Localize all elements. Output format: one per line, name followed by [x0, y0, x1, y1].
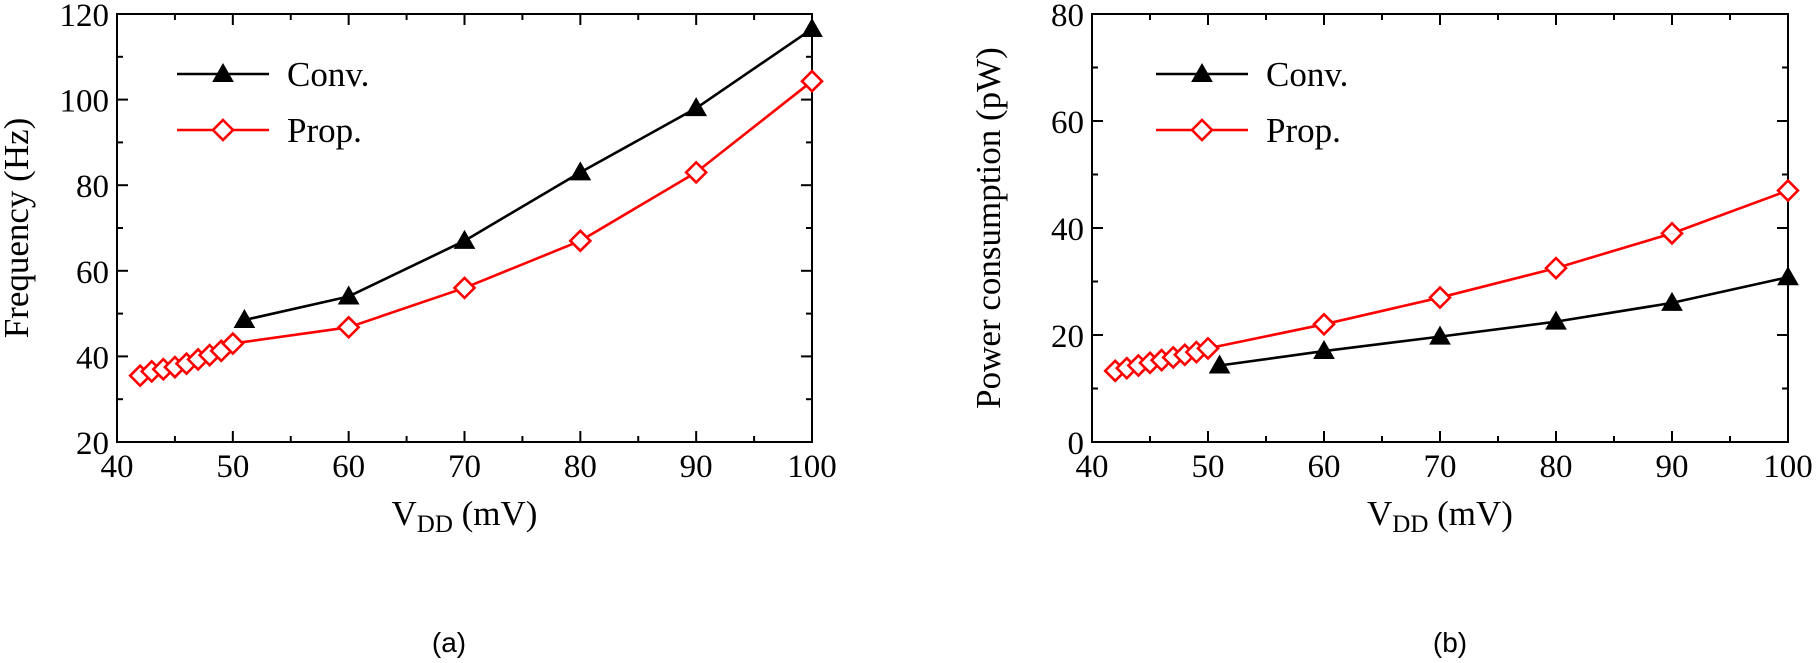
data-point	[1313, 340, 1335, 360]
data-point	[1777, 266, 1799, 286]
x-axis-label-subscript: DD	[1392, 511, 1428, 538]
series-conv	[1208, 266, 1799, 374]
legend-label: Conv.	[1266, 55, 1348, 94]
x-tick-label: 60	[332, 449, 365, 485]
legend-label: Prop.	[1266, 111, 1341, 150]
y-tick-label: 120	[60, 0, 110, 34]
data-point	[1545, 310, 1567, 330]
data-point	[801, 17, 823, 37]
y-tick-label: 20	[76, 426, 109, 462]
x-axis-label-subscript: DD	[417, 511, 453, 538]
legend-label: Conv.	[287, 55, 369, 94]
data-point	[336, 315, 361, 340]
data-point	[1208, 354, 1231, 374]
data-point	[337, 285, 360, 305]
x-tick-label: 80	[564, 449, 597, 485]
series-prop	[128, 69, 824, 388]
y-tick-label: 100	[60, 84, 110, 120]
data-point	[220, 331, 245, 356]
data-point	[1312, 312, 1336, 337]
x-tick-label: 90	[680, 449, 713, 485]
legend-marker	[1190, 118, 1214, 142]
legend-marker	[1191, 62, 1213, 82]
data-point	[233, 309, 256, 329]
data-point	[453, 229, 476, 249]
data-point	[1776, 178, 1800, 203]
series-line	[244, 27, 813, 322]
series-conv	[233, 17, 823, 329]
x-axis-label: VDD (mV)	[392, 494, 538, 538]
x-tick-label: 70	[448, 449, 481, 485]
series-prop	[1103, 178, 1800, 383]
legend-entry: Conv.	[177, 55, 369, 94]
legend-entry: Prop.	[177, 111, 362, 150]
series-line	[1219, 275, 1789, 367]
legend-entry: Conv.	[1156, 55, 1348, 94]
y-axis-label: Power consumption (pW)	[969, 47, 1008, 409]
data-point	[1428, 285, 1452, 310]
data-point	[568, 229, 593, 253]
data-point	[569, 161, 592, 181]
x-axis-label: VDD (mV)	[1367, 494, 1513, 538]
y-tick-label: 80	[76, 169, 109, 205]
y-axis-label: Frequency (Hz)	[0, 118, 36, 339]
series-line	[1114, 189, 1789, 373]
x-axis-label-symbol: V	[392, 494, 417, 533]
data-point	[685, 97, 708, 117]
legend-marker	[212, 62, 234, 82]
y-tick-label: 60	[1051, 105, 1084, 141]
x-tick-label: 100	[1763, 449, 1813, 485]
data-point	[1429, 325, 1451, 345]
panel-b-power-chart: 40 50 60 70 80 90 100 0 20 40 60 80 VDD (mV) Power co…	[969, 0, 1813, 658]
data-point	[684, 160, 709, 185]
x-tick-label: 100	[787, 449, 837, 485]
x-tick-label: 40	[101, 449, 134, 485]
x-axis-label-symbol: V	[1367, 494, 1392, 533]
data-point	[1660, 221, 1684, 246]
data-point	[800, 69, 824, 94]
x-tick-label: 40	[1076, 449, 1109, 485]
legend-label: Prop.	[287, 111, 362, 150]
legend-marker	[211, 118, 235, 142]
y-tick-label: 0	[1068, 426, 1085, 462]
y-tick-label: 40	[76, 340, 109, 376]
x-axis-label-unit: (mV)	[453, 494, 538, 533]
y-tick-label: 40	[1051, 212, 1084, 248]
x-tick-label: 70	[1424, 449, 1457, 485]
panel-caption: (b)	[1433, 627, 1467, 658]
x-tick-label: 50	[1192, 449, 1225, 485]
series-line	[139, 80, 813, 377]
y-tick-label: 20	[1051, 319, 1084, 355]
y-tick-label: 80	[1051, 0, 1084, 34]
data-point	[452, 276, 477, 300]
data-point	[1196, 336, 1220, 361]
x-tick-label: 60	[1308, 449, 1341, 485]
data-point	[1661, 291, 1683, 311]
data-point	[1544, 256, 1568, 280]
x-tick-label: 80	[1540, 449, 1573, 485]
panel-caption: (a)	[432, 627, 466, 658]
x-axis-label-unit: (mV)	[1428, 494, 1513, 533]
y-tick-label: 60	[76, 255, 109, 291]
x-tick-label: 50	[216, 449, 249, 485]
legend-entry: Prop.	[1156, 111, 1341, 150]
x-tick-label: 90	[1656, 449, 1689, 485]
